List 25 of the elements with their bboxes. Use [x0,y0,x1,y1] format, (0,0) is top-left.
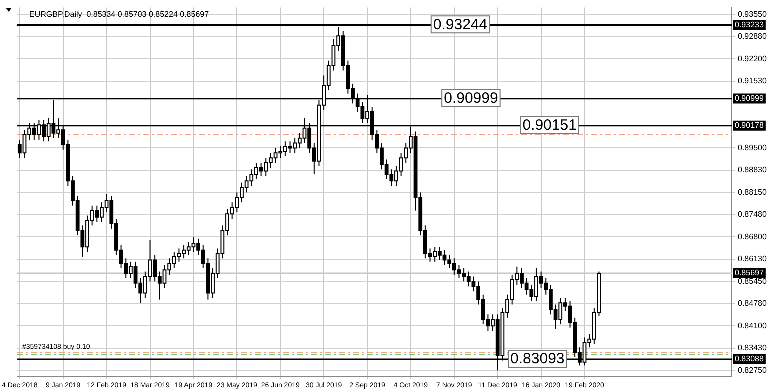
ref-line-label: 0.93233 [735,20,764,30]
y-tick-label: 0.88150 [738,188,768,197]
annotation: 0.90151 [522,116,577,134]
y-tick-label: 0.91530 [738,76,768,86]
y-tick-label: 0.85450 [738,276,768,286]
y-tick-label: 0.87480 [738,210,768,219]
y-tick-label: 0.86800 [738,232,768,242]
y-tick-label: 0.89500 [738,143,768,152]
y-tick-label: 0.86130 [738,254,768,264]
annotation: 0.83093 [510,350,565,368]
y-tick-label: 0.84100 [738,321,768,330]
y-tick-label: 0.92200 [738,54,768,64]
y-tick-label: 0.83430 [738,343,768,352]
y-tick-label: 0.92880 [738,32,768,42]
y-tick-label: 0.84780 [738,298,768,308]
chart-title: EURGBP,Daily 0.85334 0.85703 0.85224 0.85697 [29,10,210,20]
ref-line-label: 0.90178 [735,121,764,130]
ref-line-label: 0.85697 [735,268,764,278]
annotation: 0.93244 [433,16,488,34]
y-tick-label: 0.82750 [738,366,768,375]
y-tick-label: 0.88830 [738,165,768,174]
ref-line-label: 0.83088 [735,354,764,364]
y-tick-label: 0.93550 [738,10,768,19]
ref-line-label: 0.90999 [735,94,764,103]
annotation: 0.90999 [444,90,498,107]
